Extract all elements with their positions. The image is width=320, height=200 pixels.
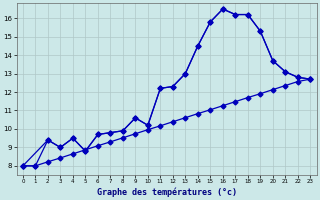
- X-axis label: Graphe des températures (°c): Graphe des températures (°c): [97, 187, 236, 197]
